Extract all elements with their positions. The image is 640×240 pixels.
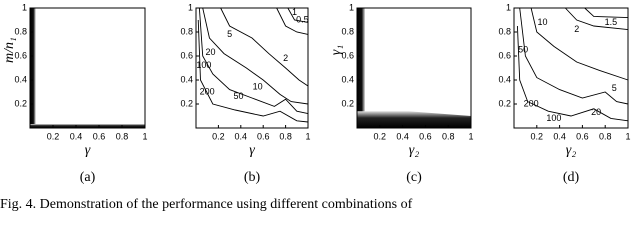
axes-frame: [195, 7, 309, 129]
y-tick-label: 0.6: [14, 50, 27, 60]
x-tick-label: 1: [142, 131, 147, 141]
y-tick-label: 0.4: [180, 74, 193, 84]
contour-line: [276, 7, 309, 35]
panel: 0.2 0.4 0.6 0.8 10.20.40.60.81γ0.51522010020…: [180, 2, 310, 185]
contour-line: [530, 7, 629, 81]
panel: 0.2 0.4 0.6 0.8 1 0.2 0.4 0.6 0.8 1 γ₂ 10 1.5 2 50 5 200…: [498, 2, 630, 185]
contour-label: 2: [283, 53, 288, 63]
x-axis-label: γ₂: [409, 143, 420, 158]
y-tick-label: 1: [188, 2, 193, 12]
panel-label: (d): [563, 170, 580, 185]
y-axis-label: m/n₁: [2, 37, 17, 63]
contour-label: 10: [253, 82, 263, 92]
contour-label: 50: [234, 91, 244, 101]
y-tick-label: 0.8: [14, 26, 27, 36]
contour-label: 1: [292, 7, 297, 17]
contour-line: [220, 7, 309, 87]
plot-area: [30, 8, 145, 128]
y-tick-label: 0.2: [498, 98, 511, 108]
x-tick-label: 0.8: [279, 131, 292, 141]
contour-label: 20: [206, 47, 216, 57]
y-tick-label: 1: [506, 2, 511, 12]
panel-label: (a): [80, 170, 96, 185]
plot-area: [196, 8, 308, 128]
x-tick-label: 0.4: [553, 131, 566, 141]
contour-label: 10: [537, 17, 547, 27]
x-tick-label: 0.8: [116, 131, 129, 141]
y-tick-label: 1: [349, 2, 354, 12]
y-tick-label: 0.8: [341, 26, 354, 36]
axes-frame: [29, 7, 146, 129]
x-tick-label: 0.4: [235, 131, 248, 141]
x-axis-label: γ: [85, 143, 91, 158]
x-axis-label: γ₂: [566, 143, 577, 158]
x-tick-label: 0.8: [442, 131, 455, 141]
x-tick-label: 1: [625, 131, 630, 141]
contour-label: 200: [524, 98, 539, 108]
panel: 0.2 0.4 0.6 0.8 1 0.2 0.4 0.6 0.8 1 γ₂ γ₁ (c): [329, 2, 473, 185]
y-tick-label: 0.6: [180, 50, 193, 60]
x-axis-label: γ: [249, 143, 255, 158]
x-tick-label: 0.8: [599, 131, 612, 141]
x-tick-label: 0.2: [531, 131, 544, 141]
contour-line: [287, 7, 309, 23]
contour-label: 5: [612, 83, 617, 93]
contour-line: [202, 7, 309, 105]
contour-label: 2: [574, 24, 579, 34]
contour-line: [198, 7, 309, 115]
y-tick-label: 0.8: [180, 26, 193, 36]
axes-frame: [356, 7, 472, 129]
x-tick-label: 1: [468, 131, 473, 141]
y-tick-label: 0.4: [341, 74, 354, 84]
x-tick-label: 0.6: [257, 131, 270, 141]
contour-line: [197, 19, 309, 123]
plot-area: [357, 8, 471, 128]
caption: Fig. 4. Demonstration of the performance…: [0, 197, 413, 211]
x-tick-label: 0.4: [70, 131, 83, 141]
panel-label: (b): [244, 170, 261, 185]
y-axis-label: γ₁: [329, 45, 344, 55]
contour-line: [516, 25, 629, 122]
x-tick-label: 0.6: [576, 131, 589, 141]
contour-label: 200: [200, 86, 215, 96]
y-tick-label: 0.4: [498, 74, 511, 84]
x-tick-label: 0.2: [374, 131, 387, 141]
y-tick-label: 0.6: [498, 50, 511, 60]
contour-line: [519, 7, 629, 105]
dark-region: [30, 8, 36, 128]
contour-line: [564, 7, 629, 31]
dark-region: [30, 124, 145, 128]
panel: 0.2 0.4 0.6 0.8 1 0.2 0.4 0.6 0.8 1 γ m/n₁ (a): [2, 2, 147, 185]
contour-label: 100: [196, 60, 211, 70]
contour-label: 0.5: [296, 14, 309, 24]
x-tick-label: 0.2: [47, 131, 60, 141]
y-tick-label: 0.2: [180, 98, 193, 108]
y-tick-label: 0.2: [341, 98, 354, 108]
contour-line: [584, 7, 629, 19]
y-tick-label: 0.8: [498, 26, 511, 36]
contour-label: 1.5: [605, 17, 618, 27]
contour-label: 5: [227, 29, 232, 39]
x-tick-label: 0.2: [212, 131, 225, 141]
contour-label: 20: [591, 107, 601, 117]
axes-frame: [513, 7, 629, 129]
y-tick-label: 0.2: [14, 98, 27, 108]
dark-region: [357, 8, 365, 128]
x-tick-label: 0.4: [396, 131, 409, 141]
x-tick-label: 0.6: [93, 131, 106, 141]
dark-region: [357, 111, 471, 128]
contour-label: 50: [518, 44, 528, 54]
figure: Fig. 4. Demonstration of the performance…: [0, 2, 631, 211]
panel-label: (c): [406, 170, 422, 185]
x-tick-label: 0.6: [419, 131, 432, 141]
y-tick-label: 0.6: [341, 50, 354, 60]
contour-label: 100: [546, 113, 561, 123]
x-tick-label: 1: [305, 131, 310, 141]
y-tick-label: 0.4: [14, 74, 27, 84]
y-tick-label: 1: [22, 2, 27, 12]
